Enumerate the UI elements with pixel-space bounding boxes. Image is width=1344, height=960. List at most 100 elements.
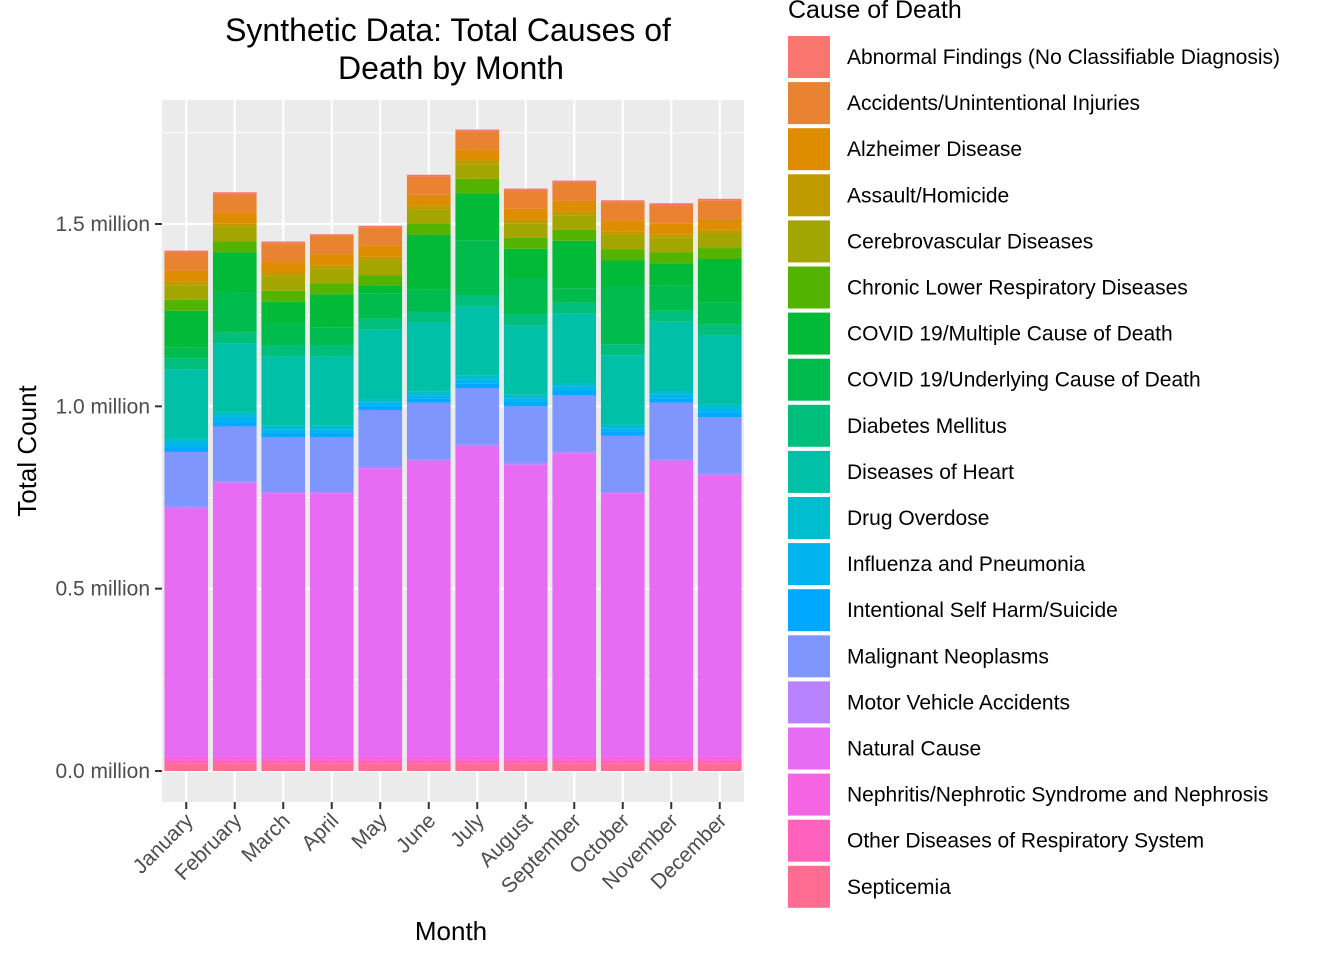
bar-segment (600, 234, 645, 250)
bar-segment (309, 437, 354, 493)
bar-segment (261, 432, 306, 438)
bar-segment (406, 398, 451, 403)
bar-segment (455, 164, 500, 179)
bar-segment (697, 763, 742, 771)
bar-segment (552, 453, 597, 757)
legend-key (788, 266, 830, 309)
bar-segment (455, 383, 500, 389)
bar-segment (503, 219, 548, 224)
legend-key (788, 312, 830, 355)
legend-label: Intentional Self Harm/Suicide (847, 599, 1118, 622)
bar-segment (309, 356, 354, 426)
bar-segment (309, 327, 354, 346)
legend-label: Nephritis/Nephrotic Syndrome and Nephros… (847, 784, 1268, 807)
bar-segment (309, 432, 354, 438)
bar-segment (406, 209, 451, 224)
bar-segment (552, 215, 597, 230)
x-tick-label: June (392, 809, 440, 857)
y-axis: 0.0 million 0.5 million 1.0 million 1.5 mil… (55, 213, 162, 783)
bar-segment (164, 756, 209, 761)
bar-segment (309, 283, 354, 295)
legend-item: COVID 19/Underlying Cause of Death (788, 358, 1201, 401)
bar-segment (309, 756, 354, 761)
bar-segment (164, 508, 209, 757)
bar-segment (600, 285, 645, 345)
bar-segment (600, 493, 645, 757)
bar-segment (649, 459, 694, 462)
bar-segment (212, 192, 257, 195)
bar-segment (164, 347, 209, 359)
bar-segment (697, 259, 742, 303)
bar-segment (261, 290, 306, 302)
x-tick-label: July (446, 809, 489, 852)
bar-segment (406, 760, 451, 764)
legend-key (788, 635, 830, 678)
bar-segment (358, 260, 403, 276)
bar-segment (552, 182, 597, 201)
bar-segment (503, 763, 548, 771)
bar-segment (503, 208, 548, 220)
bar-segment (503, 394, 548, 399)
bar-segment (600, 431, 645, 436)
bar-segment (697, 404, 742, 409)
bar-segment (697, 335, 742, 405)
legend-label: COVID 19/Multiple Cause of Death (847, 323, 1173, 346)
bar-segment (358, 256, 403, 261)
bar-segment (261, 356, 306, 426)
bar-segment (261, 429, 306, 433)
bar-segment (649, 461, 694, 757)
bar-segment (358, 763, 403, 771)
legend-item: Chronic Lower Respiratory Diseases (788, 266, 1188, 309)
legend-key (788, 404, 830, 447)
bar-segment (552, 763, 597, 771)
bar-segment (600, 756, 645, 761)
bar-segment (358, 329, 403, 400)
bar-segment (503, 462, 548, 465)
bar-segment (552, 313, 597, 383)
bar-segment (212, 241, 257, 253)
bar-segment (503, 398, 548, 402)
bar-segment (309, 254, 354, 266)
bar-segment (309, 429, 354, 433)
bar-segment (455, 240, 500, 296)
bar-segment (358, 227, 403, 246)
legend-label: Diseases of Heart (847, 461, 1014, 484)
legend-label: Natural Cause (847, 738, 981, 761)
bar-segment (455, 446, 500, 757)
legend-title: Cause of Death (788, 0, 962, 24)
x-tick-label: March (237, 809, 295, 867)
bar-segment (697, 412, 742, 418)
bar-segment (503, 464, 548, 757)
bar-segment (309, 425, 354, 430)
y-tick-label: 0.0 million (55, 760, 150, 783)
bar-segment (600, 492, 645, 494)
chart-title-line-1: Synthetic Data: Total Causes of (225, 12, 671, 48)
bars-layer (164, 129, 742, 771)
legend-item: Cerebrovascular Diseases (788, 220, 1093, 263)
bar-segment (358, 760, 403, 764)
bar-segment (164, 285, 209, 300)
bar-segment (600, 202, 645, 221)
bar-segment (552, 229, 597, 241)
bar-segment (212, 422, 257, 427)
bar-segment (503, 188, 548, 191)
legend: Abnormal Findings (No Classifiable Diagn… (788, 36, 1280, 908)
legend-item: Accidents/Unintentional Injuries (788, 82, 1140, 125)
bar-segment (358, 402, 403, 406)
legend-key (788, 450, 830, 493)
bar-segment (552, 240, 597, 289)
bar-segment (649, 756, 694, 761)
legend-label: Alzheimer Disease (847, 138, 1022, 161)
legend-item: Diseases of Heart (788, 450, 1014, 493)
bar-segment (406, 461, 451, 757)
bar-segment (455, 149, 500, 161)
bar-segment (552, 211, 597, 216)
bar-segment (309, 760, 354, 764)
bar-segment (552, 451, 597, 454)
bar-segment (261, 301, 306, 324)
legend-item: Septicemia (788, 865, 951, 908)
bar-segment (309, 493, 354, 757)
bar-segment (261, 492, 306, 494)
bar-segment (406, 174, 451, 177)
